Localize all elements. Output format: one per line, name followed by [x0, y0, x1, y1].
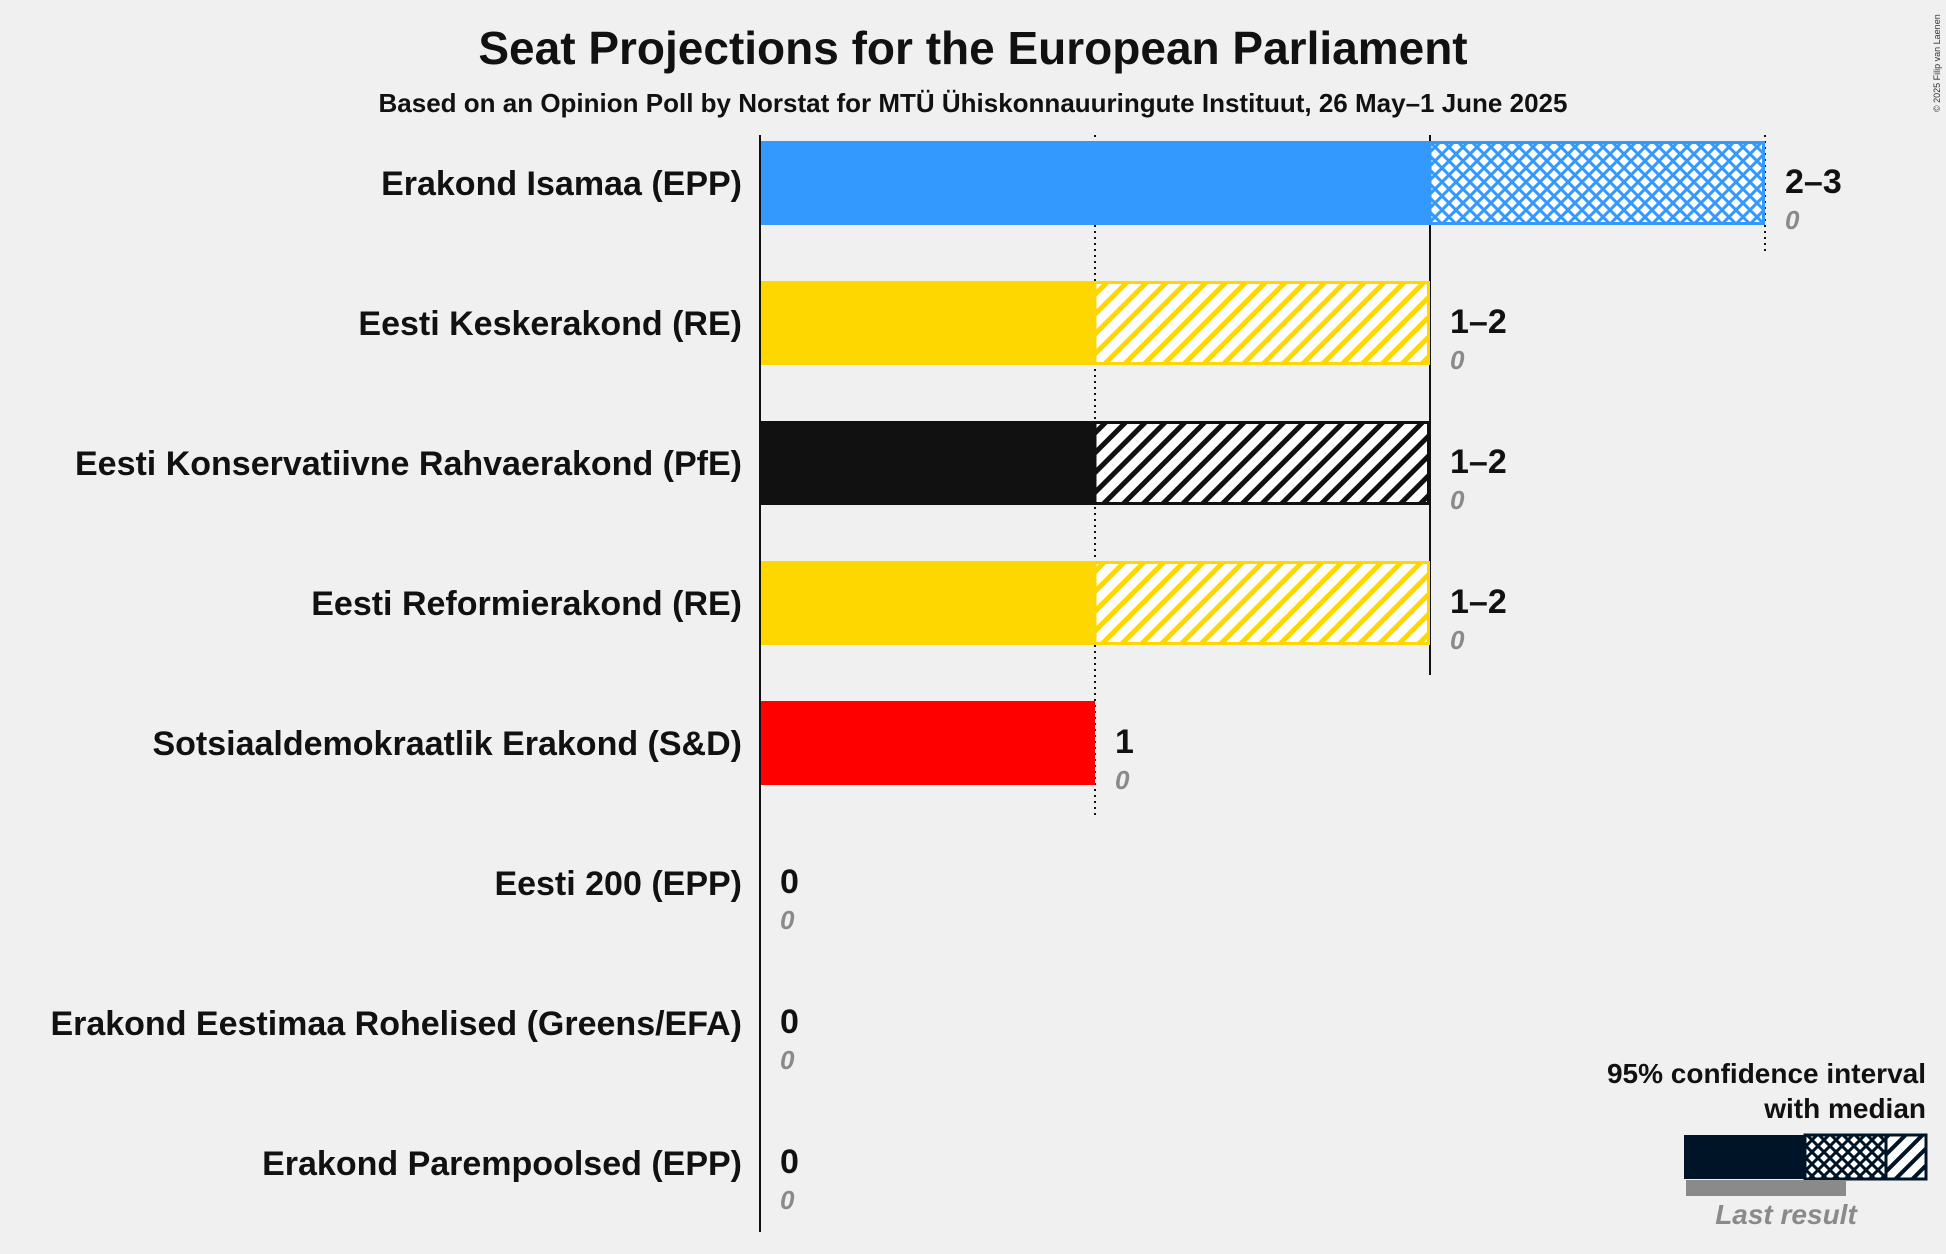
bar-solid	[760, 141, 1430, 225]
last-result-label: 0	[780, 1185, 795, 1215]
legend-cross-swatch	[1803, 1133, 1888, 1181]
last-result-label: 0	[780, 1045, 795, 1075]
party-label: Sotsiaaldemokraatlik Erakond (S&D)	[152, 725, 742, 763]
party-row: Eesti Konservatiivne Rahvaerakond (PfE) 1…	[75, 421, 1507, 515]
range-label: 1	[1115, 723, 1134, 761]
copyright-notice: © 2025 Filip van Laenen	[1932, 14, 1942, 112]
bar-interval	[1093, 421, 1430, 505]
party-row: Erakond Isamaa (EPP) 2–3 0	[381, 141, 1842, 235]
party-row: Eesti Reformierakond (RE) 1–2 0	[311, 561, 1507, 655]
last-result-label: 0	[1115, 765, 1130, 795]
chart-title: Seat Projections for the European Parlia…	[478, 22, 1467, 74]
party-label: Eesti 200 (EPP)	[494, 865, 742, 903]
bar-solid	[760, 421, 1095, 505]
legend-diag-swatch	[1884, 1133, 1928, 1181]
bar-solid	[760, 281, 1095, 365]
range-label: 1–2	[1450, 303, 1507, 341]
party-label: Eesti Konservatiivne Rahvaerakond (PfE)	[75, 445, 742, 483]
party-row: Erakond Eestimaa Rohelised (Greens/EFA) 0…	[50, 1003, 798, 1075]
party-label: Erakond Eestimaa Rohelised (Greens/EFA)	[50, 1005, 742, 1043]
party-row: Eesti Keskerakond (RE) 1–2 0	[358, 281, 1507, 375]
range-label: 2–3	[1785, 163, 1842, 201]
bar-solid	[760, 701, 1095, 785]
last-result-label: 0	[780, 905, 795, 935]
last-result-label: 0	[1450, 345, 1465, 375]
party-label: Erakond Isamaa (EPP)	[381, 165, 742, 203]
bar-interval	[1428, 141, 1765, 225]
legend: 95% confidence interval with median Last…	[1607, 1058, 1928, 1230]
range-label: 0	[780, 1003, 799, 1041]
bar-interval	[1093, 281, 1430, 365]
party-label: Erakond Parempoolsed (EPP)	[262, 1145, 742, 1183]
last-result-label: 0	[1785, 205, 1800, 235]
party-row: Eesti 200 (EPP) 0 0	[494, 863, 798, 935]
party-label: Eesti Keskerakond (RE)	[358, 305, 742, 343]
party-row: Erakond Parempoolsed (EPP) 0 0	[262, 1143, 799, 1215]
range-label: 0	[780, 1143, 799, 1181]
range-label: 1–2	[1450, 583, 1507, 621]
legend-title-line1: 95% confidence interval	[1607, 1058, 1926, 1089]
last-result-label: 0	[1450, 485, 1465, 515]
bar-solid	[760, 561, 1095, 645]
legend-last-result-label: Last result	[1715, 1199, 1858, 1230]
range-label: 0	[780, 863, 799, 901]
last-result-label: 0	[1450, 625, 1465, 655]
legend-solid-swatch	[1684, 1135, 1805, 1179]
party-label: Eesti Reformierakond (RE)	[311, 585, 742, 623]
legend-title-line2: with median	[1763, 1093, 1926, 1124]
range-label: 1–2	[1450, 443, 1507, 481]
legend-last-result-swatch	[1686, 1180, 1846, 1196]
chart-subtitle: Based on an Opinion Poll by Norstat for …	[379, 88, 1568, 118]
party-row: Sotsiaaldemokraatlik Erakond (S&D) 1 0	[152, 701, 1134, 795]
bar-interval	[1093, 561, 1430, 645]
